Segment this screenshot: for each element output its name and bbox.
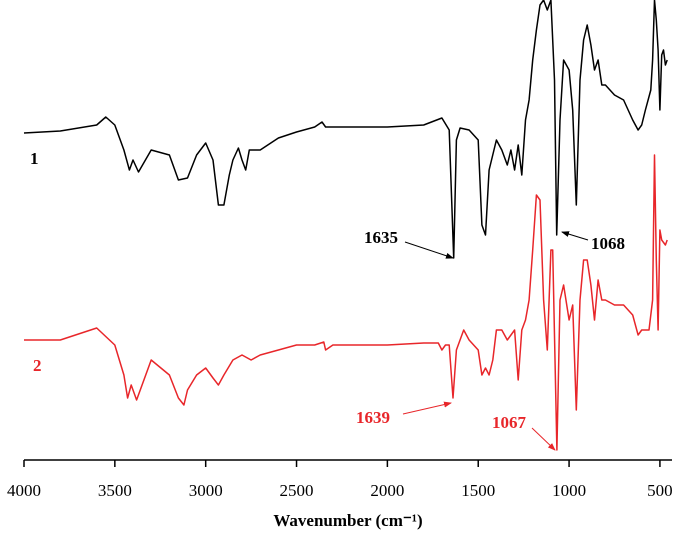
x-tick-label: 1500	[461, 481, 495, 500]
x-tick-label: 2000	[370, 481, 404, 500]
arrow	[404, 241, 454, 259]
x-axis-title: Wavenumber (cm⁻¹)	[273, 511, 422, 530]
annotation: 1639	[356, 408, 390, 427]
series-label: 2	[33, 356, 42, 375]
series-label: 1	[30, 149, 39, 168]
annotation: 1068	[591, 234, 625, 253]
x-tick-label: 4000	[7, 481, 41, 500]
x-tick-label: 3000	[189, 481, 223, 500]
arrow	[561, 231, 589, 241]
x-tick-label: 2500	[280, 481, 314, 500]
arrow	[531, 427, 556, 451]
annotation: 1635	[364, 228, 398, 247]
x-tick-label: 500	[647, 481, 673, 500]
x-tick-label: 3500	[98, 481, 132, 500]
spectrum-line	[23, 0, 668, 259]
annotation: 1067	[492, 413, 527, 432]
x-tick-label: 1000	[552, 481, 586, 500]
spectrum-line	[24, 154, 668, 451]
plot-area	[23, 0, 668, 451]
arrow	[402, 401, 452, 415]
